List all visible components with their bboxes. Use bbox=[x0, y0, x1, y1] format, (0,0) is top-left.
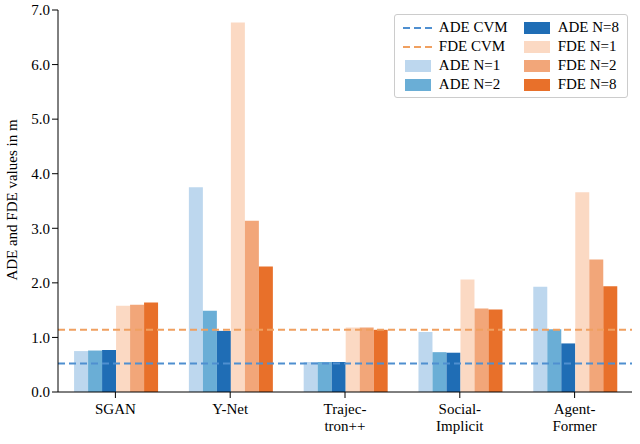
svg-text:2.0: 2.0 bbox=[31, 275, 50, 291]
svg-text:3.0: 3.0 bbox=[31, 221, 50, 237]
html-text:FDE N=8: FDE N=8 bbox=[557, 76, 617, 92]
html-text:ADE and FDE values in m: ADE and FDE values in m bbox=[3, 119, 20, 281]
svg-text:5.0: 5.0 bbox=[31, 111, 50, 127]
svg-text:Implicit: Implicit bbox=[436, 418, 484, 434]
svg-text:tron++: tron++ bbox=[324, 418, 365, 434]
html-text:ADE N=1: ADE N=1 bbox=[438, 57, 501, 73]
html-text:ADE N=8: ADE N=8 bbox=[557, 19, 619, 35]
svg-text:1.0: 1.0 bbox=[31, 330, 50, 346]
html-text:FDE CVM: FDE CVM bbox=[438, 38, 506, 54]
svg-text:Agent-: Agent- bbox=[554, 401, 596, 417]
svg-text:6.0: 6.0 bbox=[31, 57, 50, 73]
svg-text:Trajec-: Trajec- bbox=[324, 401, 367, 417]
svg-text:SGAN: SGAN bbox=[95, 401, 136, 417]
svg-text:Former: Former bbox=[553, 418, 597, 434]
html-text:FDE N=2: FDE N=2 bbox=[557, 57, 617, 73]
svg-text:0.0: 0.0 bbox=[31, 384, 50, 400]
svg-text:7.0: 7.0 bbox=[31, 2, 50, 18]
html-text:ADE N=2: ADE N=2 bbox=[438, 76, 501, 92]
html-text:FDE N=1: FDE N=1 bbox=[557, 38, 617, 54]
html-text:ADE CVM: ADE CVM bbox=[438, 19, 508, 35]
svg-text:Y-Net: Y-Net bbox=[212, 401, 249, 417]
svg-text:4.0: 4.0 bbox=[31, 166, 50, 182]
svg-text:Social-: Social- bbox=[439, 401, 482, 417]
